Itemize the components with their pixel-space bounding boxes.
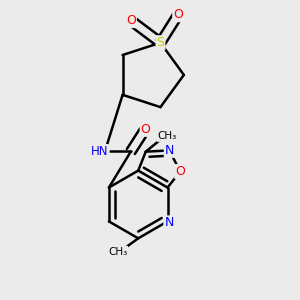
- Text: CH₃: CH₃: [158, 131, 177, 141]
- Text: O: O: [141, 123, 151, 136]
- Text: O: O: [126, 14, 136, 27]
- Text: O: O: [175, 165, 185, 178]
- Text: CH₃: CH₃: [108, 247, 127, 256]
- Text: S: S: [157, 36, 164, 49]
- Text: O: O: [173, 8, 183, 21]
- Text: N: N: [165, 144, 174, 157]
- Text: HN: HN: [91, 145, 109, 158]
- Text: N: N: [164, 216, 174, 230]
